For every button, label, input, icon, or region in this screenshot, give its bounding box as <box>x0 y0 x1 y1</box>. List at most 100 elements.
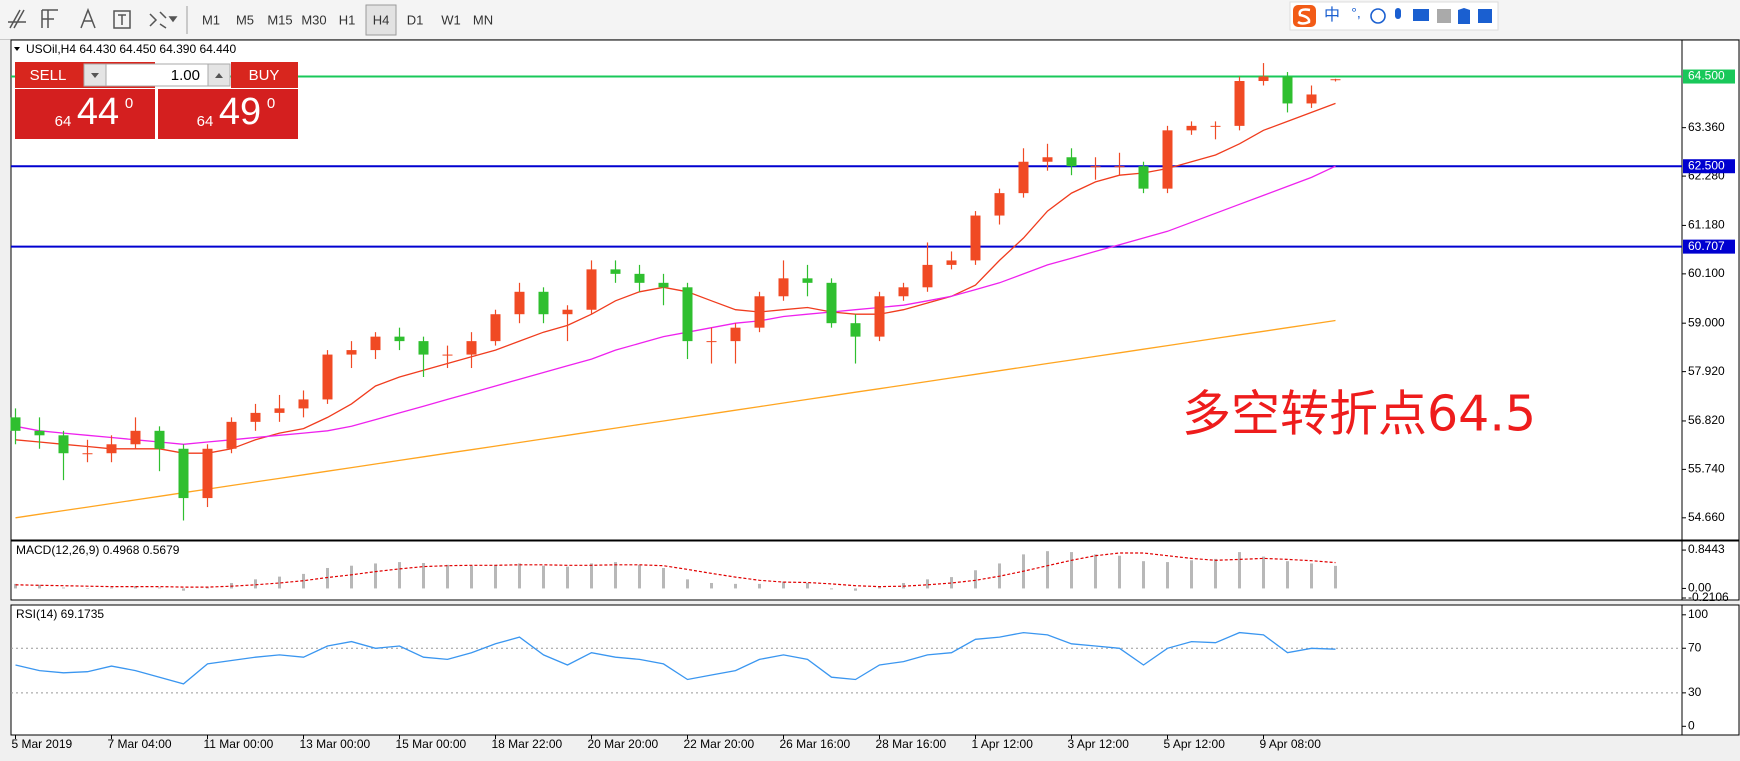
ime-menu[interactable] <box>1478 9 1492 23</box>
x-tick-label: 3 Apr 12:00 <box>1068 737 1130 751</box>
ime-emoji[interactable] <box>1370 8 1386 24</box>
candle-body <box>610 269 621 274</box>
candle-body <box>1330 79 1341 81</box>
macd-bar <box>1070 552 1073 589</box>
candle-body <box>1306 94 1317 104</box>
candle-body <box>418 341 429 355</box>
buy-price-box[interactable] <box>158 89 298 139</box>
candle-body <box>226 421 237 449</box>
timeframe-button[interactable]: MN <box>473 12 493 27</box>
candle-body <box>754 296 765 328</box>
timeframe-button[interactable]: H4 <box>373 12 390 27</box>
macd-bar <box>302 573 305 589</box>
candle-body <box>970 215 981 261</box>
candle-body <box>442 354 453 356</box>
candle-body <box>826 282 837 324</box>
candle-body <box>370 336 381 351</box>
candle-body <box>394 336 405 342</box>
macd-bar <box>614 562 617 589</box>
indicator-title: RSI(14) 69.1735 <box>16 607 104 621</box>
macd-bar <box>1046 551 1049 589</box>
buy-label[interactable]: BUY <box>249 67 280 84</box>
timeframe-button[interactable]: M15 <box>267 12 292 27</box>
sell-price-sup: 0 <box>125 95 133 112</box>
x-tick-label: 11 Mar 00:00 <box>204 737 274 751</box>
axis-bg <box>1681 39 1740 541</box>
candle-body <box>154 430 165 449</box>
sell-label[interactable]: SELL <box>30 67 67 84</box>
lot-value[interactable]: 1.00 <box>171 67 200 84</box>
candle-body <box>730 327 741 342</box>
candle-body <box>130 430 141 445</box>
ime-logo-s <box>1297 8 1311 25</box>
candle-body <box>514 291 525 315</box>
candle-body <box>250 412 261 422</box>
macd-bar <box>854 588 857 591</box>
icon-fibo <box>8 9 26 29</box>
timeframe-button[interactable]: D1 <box>407 12 424 27</box>
candle-body <box>298 399 309 409</box>
macd-bar <box>662 567 665 589</box>
candle-body <box>1258 76 1269 82</box>
macd-bar <box>470 565 473 589</box>
macd-bar <box>374 563 377 589</box>
candle-body <box>898 287 909 297</box>
ime-keyboard[interactable] <box>1413 9 1429 21</box>
indicator-title: MACD(12,26,9) 0.4968 0.5679 <box>16 543 180 557</box>
candle-body <box>10 417 21 431</box>
candle-body <box>490 314 501 342</box>
price-label: 64.500 <box>1688 69 1725 83</box>
y-tick-label: 59.000 <box>1688 315 1725 329</box>
sell-price-box[interactable] <box>15 89 155 139</box>
timeframe-button[interactable]: W1 <box>441 12 461 27</box>
x-tick-label: 5 Apr 12:00 <box>1164 737 1226 751</box>
ime-voice[interactable] <box>1395 8 1401 19</box>
macd-bar <box>254 579 257 589</box>
ime-skin[interactable] <box>1458 8 1470 24</box>
timeframe-button[interactable]: M5 <box>236 12 254 27</box>
buy-button[interactable] <box>231 62 298 88</box>
timeframe-button[interactable]: M1 <box>202 12 220 27</box>
macd-bar <box>494 564 497 589</box>
candle-body <box>1114 166 1125 168</box>
macd-bar <box>566 566 569 589</box>
ime-mode[interactable]: 中 <box>1324 6 1340 24</box>
ime-bar: 中 °, <box>1289 1 1499 31</box>
macd-bar <box>1310 563 1313 589</box>
y-tick-label: 30 <box>1688 685 1702 699</box>
candle-body <box>562 309 573 315</box>
candle-body <box>538 291 549 315</box>
macd-bar <box>278 576 281 589</box>
ime-tools[interactable] <box>1437 9 1451 23</box>
candle-body <box>178 448 189 499</box>
y-tick-label: 56.820 <box>1688 413 1725 427</box>
x-tick-label: 13 Mar 00:00 <box>300 737 371 751</box>
x-tick-label: 20 Mar 20:00 <box>588 737 659 751</box>
candle-body <box>1234 81 1245 126</box>
macd-bar <box>38 584 41 589</box>
ime-punct[interactable]: °, <box>1351 5 1361 21</box>
x-tick-label: 7 Mar 04:00 <box>108 737 172 751</box>
y-tick-label: -0.2106 <box>1688 590 1729 604</box>
y-tick-label: 0 <box>1688 718 1695 732</box>
x-tick-label: 9 Apr 08:00 <box>1260 737 1322 751</box>
x-tick-label: 15 Mar 00:00 <box>396 737 467 751</box>
macd-bar <box>1142 561 1145 589</box>
x-tick-label: 18 Mar 22:00 <box>492 737 563 751</box>
order-panel: SELL 1.00 BUY 64 44 0 64 49 0 <box>15 62 298 139</box>
y-tick-label: 70 <box>1688 640 1702 654</box>
axis-bg <box>1681 604 1740 736</box>
candle-body <box>586 269 597 310</box>
macd-bar <box>926 579 929 589</box>
price-label-bg <box>1683 239 1735 254</box>
panel-bg <box>10 540 1683 601</box>
timeframe-button[interactable]: M30 <box>301 12 326 27</box>
macd-bar <box>1238 552 1241 589</box>
candle-body <box>34 430 45 436</box>
macd-bar <box>1334 565 1337 589</box>
candle-body <box>1018 161 1029 194</box>
icon-arrows <box>149 11 167 29</box>
timeframe-button[interactable]: H1 <box>339 12 356 27</box>
